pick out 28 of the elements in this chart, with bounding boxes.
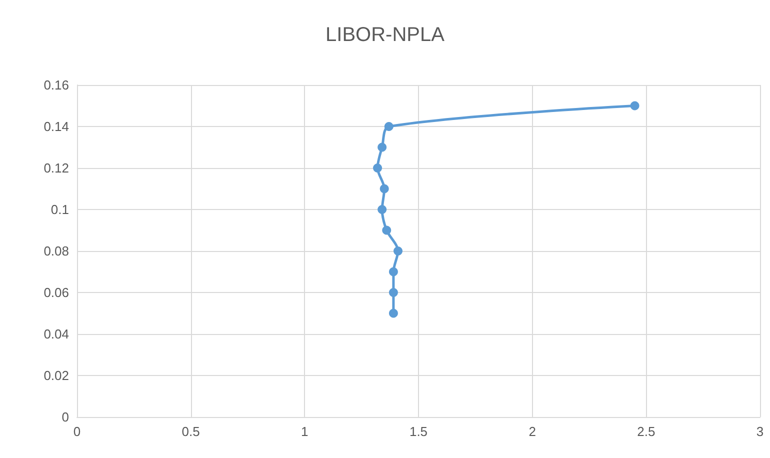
point <box>388 288 398 297</box>
point <box>630 101 640 110</box>
y-tick-label: 0.02 <box>44 368 69 383</box>
point <box>394 246 403 256</box>
y-tick-label: 0.04 <box>44 326 69 342</box>
x-tick-label: 1.5 <box>409 424 428 439</box>
point <box>388 308 398 318</box>
point <box>388 267 398 276</box>
y-tick-label: 0.1 <box>50 202 69 217</box>
x-tick-label: 2 <box>528 424 536 439</box>
x-tick-label: 0 <box>73 424 81 439</box>
x-tick-label: 2.5 <box>637 424 656 439</box>
y-tick-label: 0.14 <box>44 119 69 134</box>
point <box>380 184 389 194</box>
x-tick-label: 3 <box>756 424 764 439</box>
point <box>378 142 387 152</box>
y-tick-label: 0.06 <box>44 285 69 300</box>
point <box>384 122 394 131</box>
point <box>373 164 382 172</box>
y-tick-label: 0.08 <box>44 244 69 258</box>
y-tick-label: 0 <box>62 410 69 424</box>
chart-title: LIBOR-NPLA <box>326 24 446 46</box>
point <box>382 226 392 235</box>
point <box>378 205 387 214</box>
x-tick-label: 0.5 <box>182 424 200 439</box>
y-tick-label: 0.12 <box>44 160 69 176</box>
y-tick-label: 0.16 <box>44 78 69 92</box>
x-tick-label: 1 <box>301 424 308 439</box>
